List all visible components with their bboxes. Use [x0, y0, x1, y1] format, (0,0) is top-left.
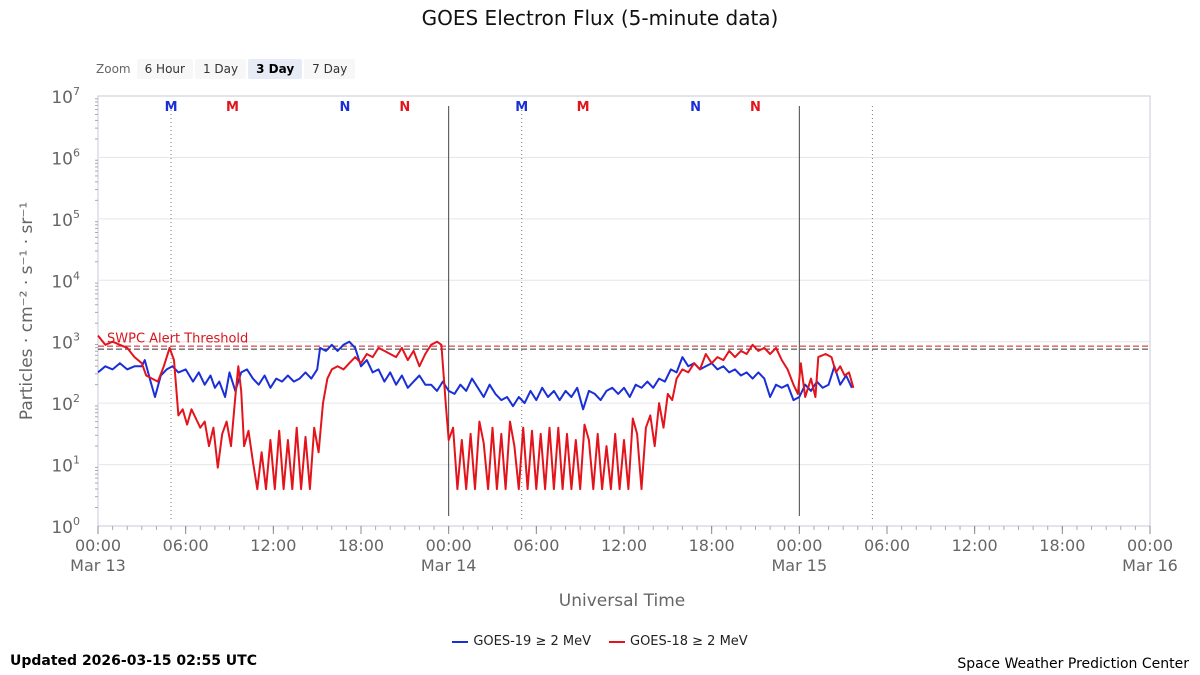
chart-title: GOES Electron Flux (5-minute data): [421, 6, 779, 30]
y-tick-label: 103: [51, 331, 80, 354]
y-tick-label: 100: [51, 515, 80, 538]
plot-frame: [97, 95, 1151, 527]
x-tick-date-label: Mar 15: [772, 556, 828, 575]
y-tick-label: 106: [51, 146, 80, 169]
midnight-noon-marker: M: [165, 100, 178, 115]
x-tick-label: 06:00: [864, 536, 910, 555]
x-tick-label: 00:00: [426, 536, 472, 555]
x-tick-date-label: Mar 16: [1122, 556, 1178, 575]
x-tick-label: 00:00: [1127, 536, 1173, 555]
updated-timestamp: Updated 2026-03-15 02:55 UTC: [10, 653, 257, 669]
x-tick-label: 12:00: [250, 536, 296, 555]
legend-label-goes19: GOES-19 ≥ 2 MeV: [473, 634, 591, 649]
series-line-goes19: [97, 340, 853, 411]
zoom-bar: Zoom 6 Hour 1 Day 3 Day 7 Day: [96, 59, 357, 79]
zoom-3-day-button[interactable]: 3 Day: [248, 59, 303, 79]
legend-item-goes18[interactable]: GOES-18 ≥ 2 MeV: [609, 634, 748, 649]
midnight-noon-marker: N: [750, 100, 761, 115]
zoom-label: Zoom: [96, 62, 131, 76]
zoom-6-hour-button[interactable]: 6 Hour: [136, 59, 193, 79]
series-lines: [97, 334, 855, 491]
series-line-goes18: [97, 334, 855, 491]
x-tick-label: 00:00: [776, 536, 822, 555]
zoom-7-day-button[interactable]: 7 Day: [304, 59, 356, 79]
y-tick-label: 104: [51, 269, 80, 292]
x-tick-label: 00:00: [75, 536, 121, 555]
x-tick-label: 18:00: [1039, 536, 1085, 555]
zoom-1-day-button[interactable]: 1 Day: [194, 59, 247, 79]
legend-swatch-goes18: [609, 640, 625, 643]
midnight-noon-marker: M: [577, 100, 590, 115]
midnight-noon-marker: N: [339, 100, 350, 115]
x-tick-label: 06:00: [163, 536, 209, 555]
alert-threshold: SWPC Alert Threshold: [98, 332, 1150, 350]
y-tick-label: 101: [51, 454, 80, 477]
x-tick-label: 12:00: [601, 536, 647, 555]
legend-label-goes18: GOES-18 ≥ 2 MeV: [630, 634, 748, 649]
midnight-noon-marker: N: [399, 100, 410, 115]
legend: GOES-19 ≥ 2 MeV GOES-18 ≥ 2 MeV: [0, 634, 1200, 649]
credit-text: Space Weather Prediction Center: [957, 656, 1189, 672]
y-tick-label: 102: [51, 392, 80, 415]
x-tick-label: 18:00: [338, 536, 384, 555]
threshold-label: SWPC Alert Threshold: [107, 332, 248, 347]
y-tick-label: 107: [51, 85, 80, 108]
x-tick-label: 06:00: [513, 536, 559, 555]
grid: [97, 95, 1151, 527]
legend-swatch-goes19: [452, 640, 469, 643]
y-tick-label: 105: [51, 208, 80, 231]
midnight-noon-marker: N: [690, 100, 701, 115]
midnight-noon-marker: M: [515, 100, 528, 115]
x-tick-date-label: Mar 14: [421, 556, 477, 575]
y-axis-title: Particles · cm⁻² · s⁻¹ · sr⁻¹: [17, 202, 37, 420]
legend-item-goes19[interactable]: GOES-19 ≥ 2 MeV: [452, 634, 591, 649]
x-tick-date-label: Mar 13: [70, 556, 126, 575]
midnight-noon-marker: M: [226, 100, 239, 115]
x-axis-title: Universal Time: [559, 591, 685, 611]
x-tick-label: 12:00: [952, 536, 998, 555]
x-tick-label: 18:00: [689, 536, 735, 555]
